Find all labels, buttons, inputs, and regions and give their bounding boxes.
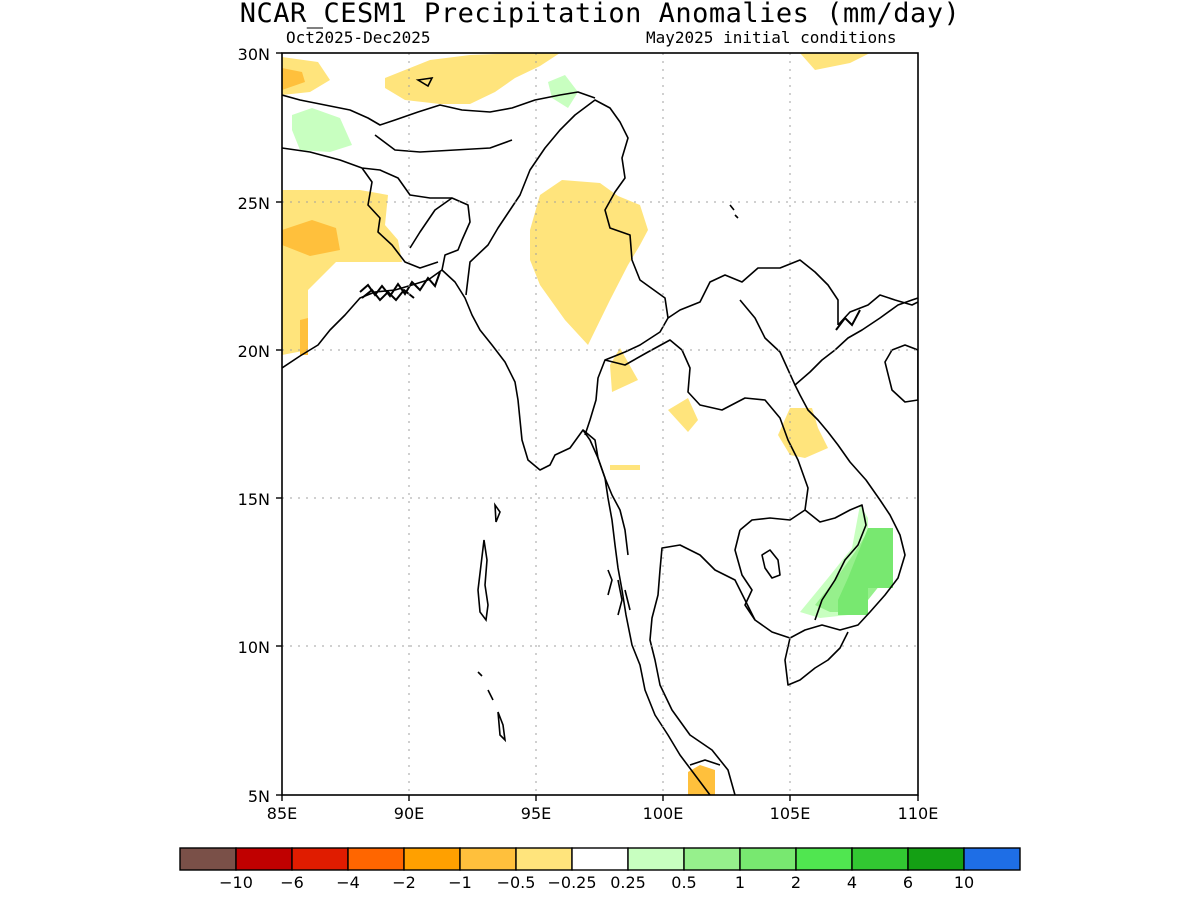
colorbar-label: −10 xyxy=(219,873,253,892)
islet-gulf xyxy=(729,204,739,219)
colorbar-label: −0.25 xyxy=(547,873,596,892)
border-thai-myanmar-south xyxy=(582,429,629,556)
colorbar-label: 2 xyxy=(791,873,801,892)
border-laos-vietnam xyxy=(667,259,839,386)
wet-anomaly-vietnam-strong xyxy=(838,528,893,615)
colorbar-swatch xyxy=(963,847,1021,871)
tonle-sap-lake xyxy=(761,549,781,579)
border-thailand-laos xyxy=(604,339,809,531)
colorbar-swatch xyxy=(683,847,741,871)
lake-tibet xyxy=(415,76,434,88)
coastline-west xyxy=(282,269,711,795)
map-title: NCAR_CESM1 Precipitation Anomalies (mm/d… xyxy=(239,0,961,29)
colorbar: −10 −6 −4 −2 −1 −0.5 −0.25 0.25 0.5 1 2 4 6 10 xyxy=(179,847,1021,892)
lon-label: 85E xyxy=(267,804,297,823)
lon-label: 95E xyxy=(521,804,551,823)
longitude-labels: 85E 90E 95E 100E 105E 110E xyxy=(267,804,939,823)
islands xyxy=(415,76,739,743)
dry-anomaly-northern-myanmar xyxy=(530,180,648,345)
colorbar-swatch xyxy=(739,847,797,871)
lon-label: 90E xyxy=(394,804,424,823)
coastline-south-china xyxy=(837,294,918,326)
forecast-period: Oct2025-Dec2025 xyxy=(286,28,431,47)
border-bhutan xyxy=(374,134,513,153)
dry-anomaly-thai-line xyxy=(610,465,640,470)
coastline-gulf-of-thailand xyxy=(649,297,918,795)
colorbar-label: 4 xyxy=(847,873,857,892)
border-bangladesh xyxy=(282,147,452,269)
lat-label: 10N xyxy=(238,638,270,657)
lat-label: 30N xyxy=(238,45,270,64)
colorbar-label: 6 xyxy=(903,873,913,892)
border-myanmar-east xyxy=(465,99,669,436)
border-cambodia xyxy=(734,504,867,621)
lat-label: 25N xyxy=(238,194,270,213)
dry-anomaly-north-edge xyxy=(800,53,870,70)
coastlines-and-borders xyxy=(282,91,918,795)
border-myanmar-west xyxy=(409,197,471,271)
initial-conditions: May2025 initial conditions xyxy=(646,28,897,47)
coastline-hainan xyxy=(884,344,918,403)
lon-label: 105E xyxy=(770,804,811,823)
colorbar-label: −6 xyxy=(280,873,304,892)
colorbar-swatch xyxy=(571,847,629,871)
colorbar-swatch xyxy=(291,847,349,871)
colorbar-swatch xyxy=(627,847,685,871)
coastline-mekong-delta xyxy=(784,631,849,686)
anomaly-shading xyxy=(282,53,893,795)
lat-label: 5N xyxy=(248,787,270,806)
lon-label: 100E xyxy=(643,804,684,823)
colorbar-label: −1 xyxy=(448,873,472,892)
ganges-delta xyxy=(359,271,861,331)
andaman-islands xyxy=(477,539,489,623)
colorbar-label: −0.5 xyxy=(497,873,536,892)
latitude-labels: 30N 25N 20N 15N 10N 5N xyxy=(238,45,270,806)
dry-anomaly-malay-south xyxy=(688,765,715,795)
colorbar-swatch xyxy=(235,847,293,871)
grid-lines xyxy=(282,53,918,795)
colorbar-label: −4 xyxy=(336,873,360,892)
nicobar-islands xyxy=(477,671,507,743)
colorbar-swatch xyxy=(347,847,405,871)
dry-anomaly-nw-core xyxy=(282,68,305,90)
lat-label: 15N xyxy=(238,490,270,509)
border-thailand-malaysia xyxy=(689,759,721,766)
dry-anomaly-bengal-edge xyxy=(300,318,308,355)
colorbar-swatch xyxy=(795,847,853,871)
colorbar-label: −2 xyxy=(392,873,416,892)
dry-anomaly-bangladesh-core xyxy=(282,220,340,256)
colorbar-swatch xyxy=(459,847,517,871)
colorbar-swatch xyxy=(515,847,573,871)
wet-anomaly-bhutan xyxy=(292,108,352,152)
colorbar-label: 0.25 xyxy=(610,873,646,892)
dry-anomaly-shan xyxy=(610,348,638,392)
mergui-archipelago xyxy=(607,569,631,616)
colorbar-label: 1 xyxy=(735,873,745,892)
colorbar-label: 10 xyxy=(954,873,974,892)
wet-anomaly-arunachal xyxy=(548,75,578,108)
border-himalaya xyxy=(282,91,596,126)
colorbar-label: 0.5 xyxy=(671,873,696,892)
tick-marks xyxy=(276,52,919,801)
map-frame xyxy=(281,52,919,796)
colorbar-swatch xyxy=(179,847,237,871)
dry-anomaly-tibet xyxy=(385,53,560,104)
colorbar-swatch xyxy=(907,847,965,871)
colorbar-swatch xyxy=(403,847,461,871)
andaman-north xyxy=(494,502,501,523)
colorbar-swatch xyxy=(851,847,909,871)
dry-anomaly-laos-west xyxy=(668,398,698,432)
lon-label: 110E xyxy=(898,804,939,823)
lat-label: 20N xyxy=(238,342,270,361)
